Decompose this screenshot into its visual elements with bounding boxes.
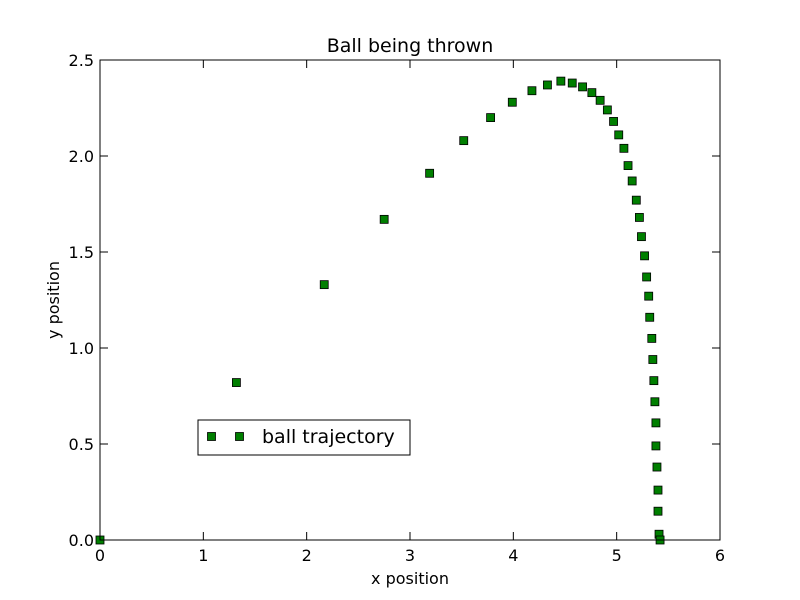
data-point <box>651 441 661 451</box>
y-tick-label: 1.5 <box>69 243 94 262</box>
x-axis-label: x position <box>371 569 449 588</box>
data-point <box>543 80 552 90</box>
legend-label: ball trajectory <box>262 426 395 448</box>
x-tick-label: 3 <box>405 546 415 565</box>
x-tick-label: 1 <box>198 546 208 565</box>
y-tick-label: 2.5 <box>69 51 94 70</box>
plot-frame <box>99 59 721 541</box>
legend-frame <box>197 419 411 456</box>
data-point <box>653 506 663 516</box>
data-point <box>486 113 496 122</box>
axis-ticks: 0 1 2 3 4 5 6 0.0 0.5 1.0 1.5 2.0 2.5 <box>69 51 726 565</box>
y-axis-label: y position <box>44 261 63 339</box>
y-tick-label: 1.0 <box>69 339 94 358</box>
data-point <box>527 86 537 96</box>
data-point <box>644 291 654 301</box>
y-tick-label: 2.0 <box>69 147 94 166</box>
data-point <box>645 312 655 322</box>
data-point <box>653 485 663 495</box>
chart-title: Ball being thrown <box>327 35 494 57</box>
data-point <box>652 462 662 472</box>
data-point <box>637 232 646 242</box>
data-point <box>614 130 624 140</box>
legend-marker <box>235 432 244 441</box>
y-tick-label: 0.5 <box>69 435 94 454</box>
data-point <box>595 95 605 105</box>
legend-marker <box>207 432 216 441</box>
data-point <box>623 161 633 171</box>
x-tick-label: 6 <box>715 546 725 565</box>
data-point <box>649 376 659 386</box>
data-point <box>642 272 652 282</box>
data-point <box>647 333 657 343</box>
y-tick-label: 0.0 <box>69 531 94 550</box>
data-point <box>619 143 629 153</box>
data-points <box>95 76 665 545</box>
data-point <box>602 105 612 115</box>
data-point <box>379 214 389 224</box>
legend: ball trajectory <box>197 419 411 456</box>
data-point <box>556 76 566 86</box>
x-tick-label: 0 <box>95 546 105 565</box>
data-point <box>567 78 577 88</box>
data-point <box>507 97 517 107</box>
data-point <box>459 136 469 146</box>
data-point <box>640 251 649 261</box>
data-point <box>609 117 618 126</box>
data-point <box>578 82 587 92</box>
x-tick-label: 4 <box>508 546 518 565</box>
data-point <box>651 418 661 428</box>
data-point <box>425 168 435 178</box>
data-point <box>587 88 597 98</box>
x-tick-label: 2 <box>302 546 312 565</box>
data-point <box>231 378 241 387</box>
x-tick-label: 5 <box>612 546 622 565</box>
data-point <box>319 280 329 290</box>
data-point <box>648 355 658 364</box>
data-point <box>650 397 660 407</box>
data-point <box>631 195 641 205</box>
data-point <box>627 176 637 186</box>
data-point <box>635 213 644 222</box>
